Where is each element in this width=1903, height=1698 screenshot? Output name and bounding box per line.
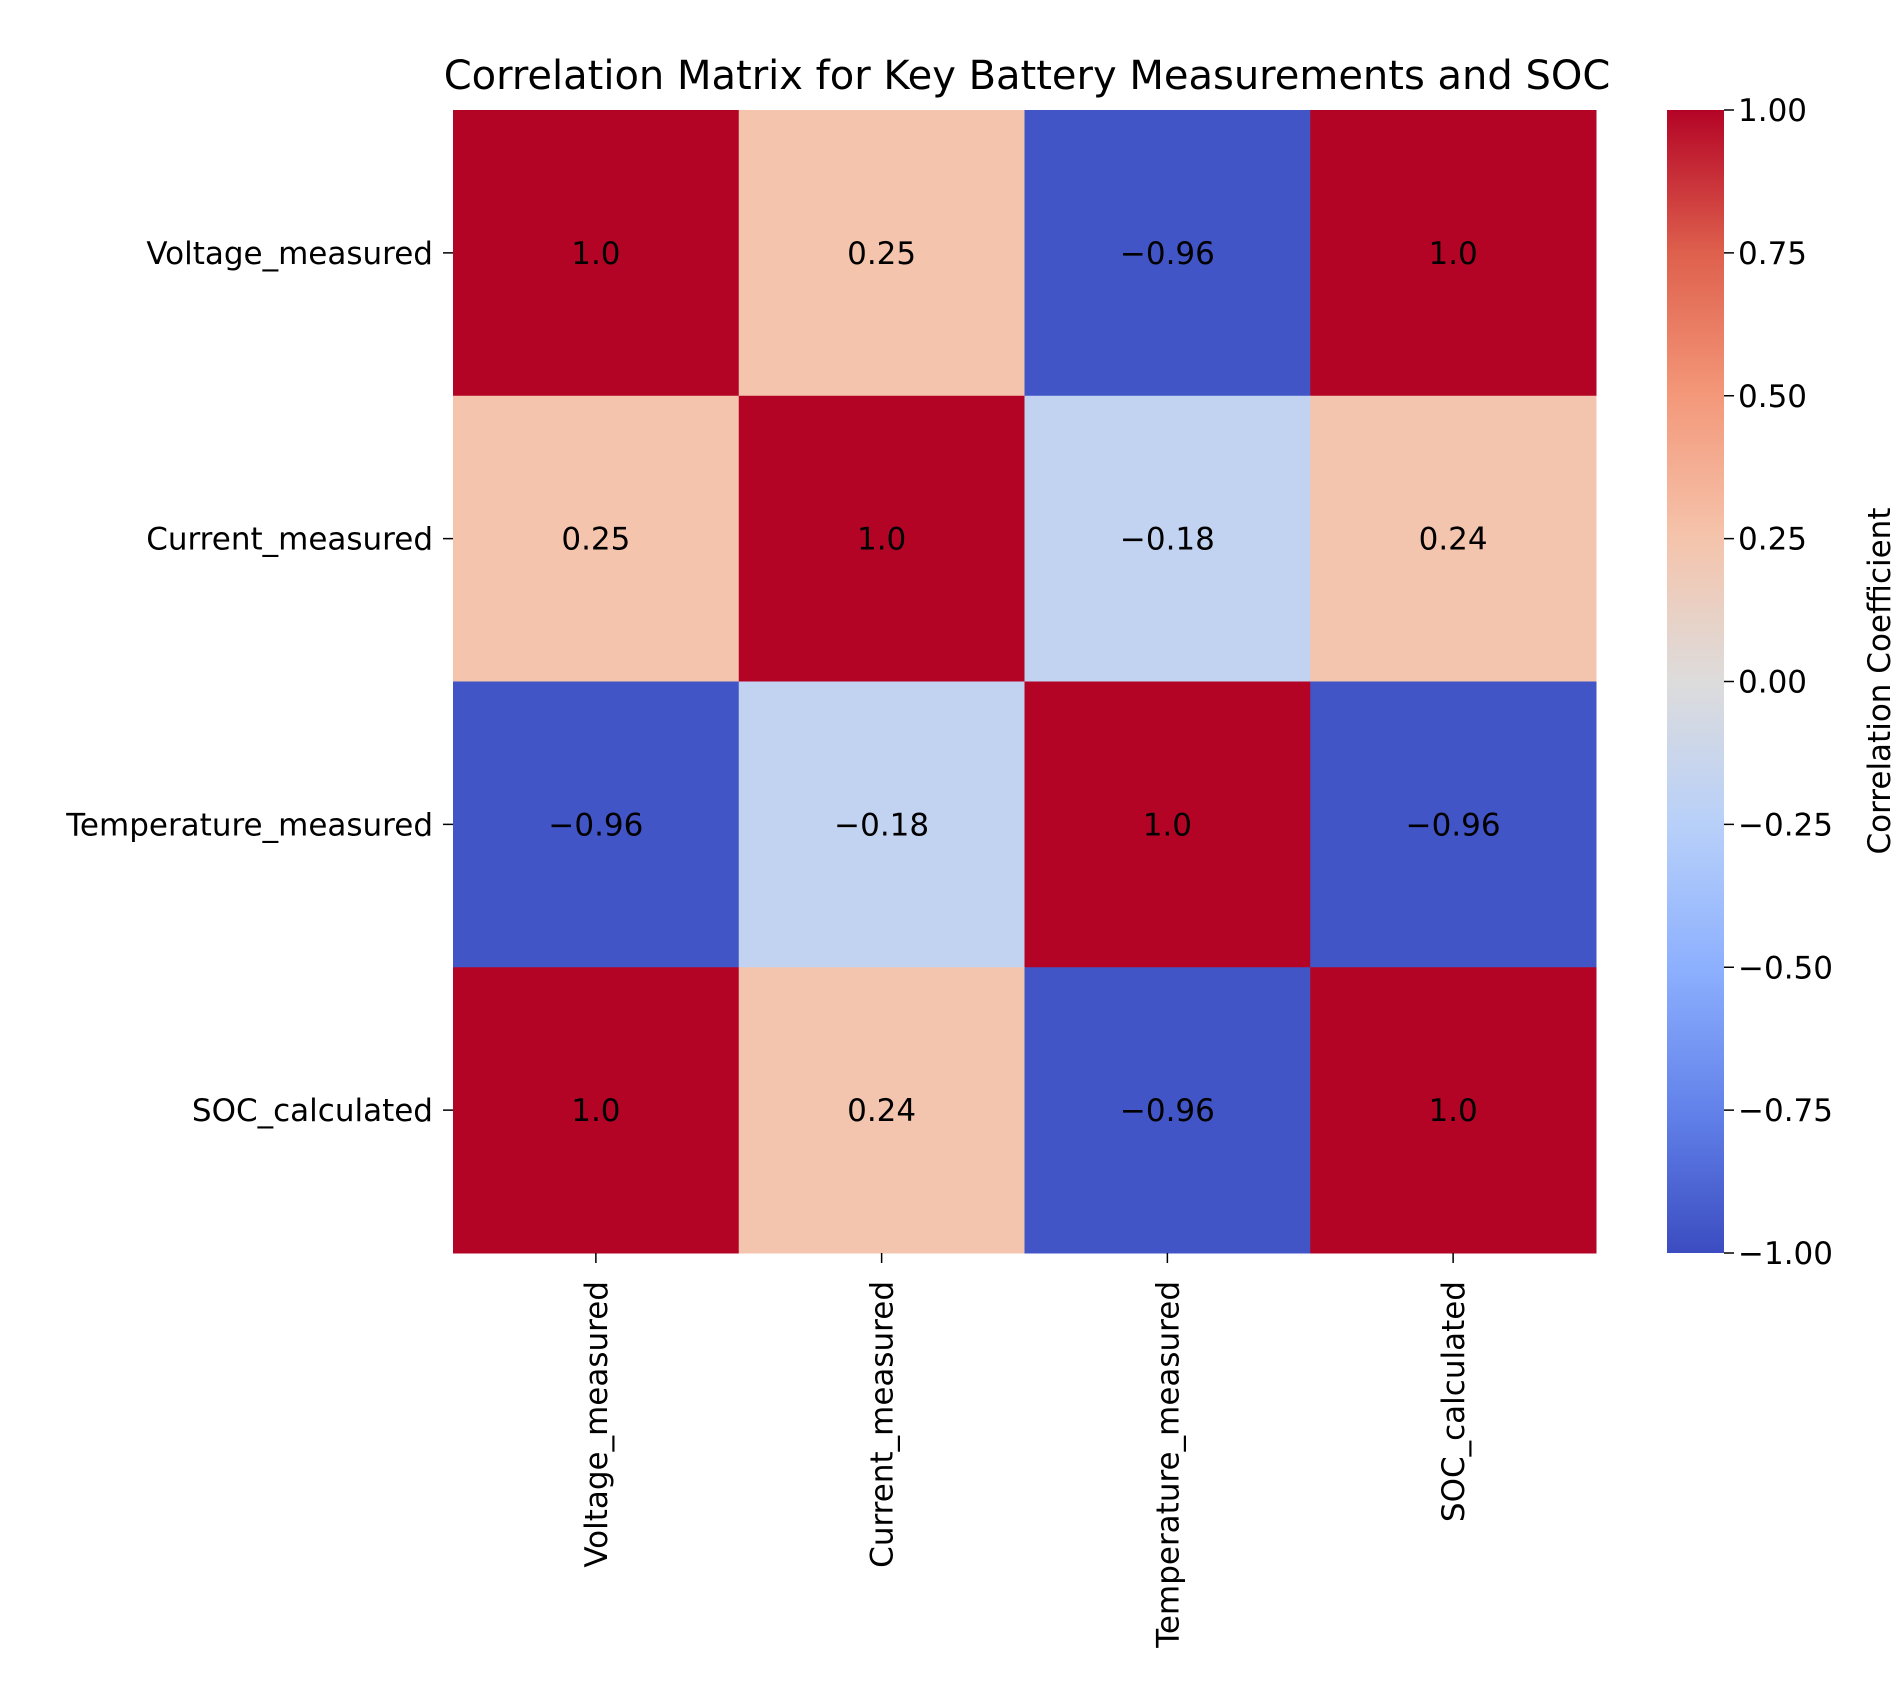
cell-value-label: 1.0: [571, 236, 620, 272]
heatmap-cell: [1310, 967, 1597, 1254]
y-axis-ticks: Voltage_measured Current_measured Temperat…: [65, 236, 453, 1129]
colorbar-tick-label: 0.00: [1738, 665, 1807, 701]
colorbar-tick-label: −0.75: [1738, 1093, 1833, 1129]
cell-value-label: 1.0: [571, 1093, 620, 1129]
colorbar-label: Correlation Coefficient: [1862, 508, 1898, 855]
cell-value-label: −0.96: [1120, 1093, 1215, 1129]
cell-value-label: −0.18: [834, 807, 929, 843]
colorbar-tick-label: −0.50: [1738, 950, 1833, 986]
heatmap-cell: [1310, 681, 1597, 968]
heatmap-cell: [1024, 395, 1311, 682]
heatmap-cell: [1024, 681, 1311, 968]
heatmap-cell: [738, 967, 1025, 1254]
heatmap-cell: [453, 395, 740, 682]
x-tick-label: SOC_calculated: [1436, 1281, 1472, 1522]
colorbar-tick-label: −0.25: [1738, 807, 1833, 843]
y-tick-label: SOC_calculated: [192, 1093, 433, 1129]
cell-value-label: 0.25: [847, 236, 916, 272]
x-axis-ticks: Voltage_measured Current_measured Temperat…: [579, 1253, 1472, 1649]
heatmap-cells: [453, 110, 1597, 1254]
x-tick-label: Voltage_measured: [579, 1281, 615, 1568]
cell-value-label: −0.96: [1406, 807, 1501, 843]
chart-title: Correlation Matrix for Key Battery Measu…: [444, 53, 1611, 99]
colorbar-tick-label: 0.25: [1738, 522, 1807, 558]
heatmap-cell: [1024, 110, 1311, 397]
heatmap-cell: [1310, 395, 1597, 682]
heatmap-cell: [453, 110, 740, 397]
cell-value-label: −0.18: [1120, 522, 1215, 558]
colorbar: [1667, 110, 1724, 1253]
heatmap-cell: [1310, 110, 1597, 397]
heatmap-cell: [453, 681, 740, 968]
colorbar-ticks: 1.00 0.75 0.50 0.25 0.00 −0.25 −0.50 −0.75 −1.00: [1724, 93, 1833, 1272]
heatmap-cell: [453, 967, 740, 1254]
cell-value-label: 1.0: [1428, 1093, 1477, 1129]
heatmap-cell: [738, 681, 1025, 968]
cell-value-label: 0.25: [561, 522, 630, 558]
colorbar-tick-label: 0.50: [1738, 379, 1807, 415]
colorbar-tick-label: −1.00: [1738, 1236, 1833, 1272]
cell-value-label: 0.24: [847, 1093, 916, 1129]
cell-value-label: 1.0: [857, 522, 906, 558]
heatmap-cell-labels: 1.0 0.25 −0.96 1.0 0.25 1.0 −0.18 0.24 −0.96 −0.1…: [548, 236, 1500, 1129]
heatmap-cell: [738, 110, 1025, 397]
x-tick-label: Current_measured: [865, 1281, 901, 1568]
cell-value-label: −0.96: [548, 807, 643, 843]
y-tick-label: Temperature_measured: [65, 807, 433, 843]
colorbar-tick-label: 0.75: [1738, 236, 1807, 272]
x-tick-label: Temperature_measured: [1150, 1281, 1186, 1649]
cell-value-label: 1.0: [1143, 807, 1192, 843]
cell-value-label: 1.0: [1428, 236, 1477, 272]
heatmap-cell: [738, 395, 1025, 682]
colorbar-tick-label: 1.00: [1738, 93, 1807, 129]
heatmap-cell: [1024, 967, 1311, 1254]
cell-value-label: 0.24: [1419, 522, 1488, 558]
y-tick-label: Voltage_measured: [146, 236, 433, 272]
y-tick-label: Current_measured: [146, 522, 433, 558]
cell-value-label: −0.96: [1120, 236, 1215, 272]
